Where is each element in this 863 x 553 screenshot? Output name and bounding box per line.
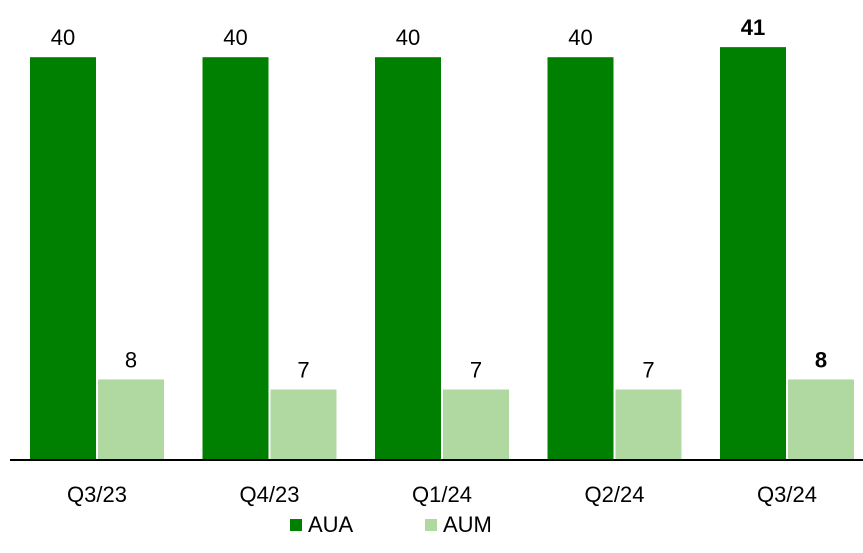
- value-label-aua-4: 41: [741, 15, 765, 40]
- bar-aua-4: [720, 47, 786, 460]
- legend-item-aum: AUM: [425, 512, 492, 538]
- bars-group: [30, 47, 854, 460]
- legend-swatch-aua: [290, 519, 302, 531]
- bar-aua-1: [202, 57, 269, 460]
- value-label-aum-4: 8: [815, 347, 827, 372]
- value-label-aum-1: 7: [297, 358, 309, 383]
- x-tick-label-3: Q2/24: [585, 482, 645, 507]
- bar-aum-1: [270, 389, 337, 460]
- bar-aua-0: [30, 57, 96, 460]
- bar-aua-2: [375, 57, 441, 460]
- legend-label-aua: AUA: [308, 512, 354, 537]
- x-tick-label-4: Q3/24: [757, 482, 817, 507]
- value-label-aum-3: 7: [642, 358, 654, 383]
- bar-aum-2: [443, 389, 509, 460]
- value-label-aua-1: 40: [223, 25, 247, 50]
- value-label-aua-3: 40: [568, 25, 592, 50]
- legend-item-aua: AUA: [290, 512, 353, 538]
- x-tick-label-0: Q3/23: [67, 482, 127, 507]
- value-labels-group: 40 8 40 7 40 7 40 7 41 8: [51, 15, 827, 382]
- legend: AUA AUM: [0, 512, 863, 542]
- legend-label-aum: AUM: [443, 512, 492, 537]
- x-tick-label-1: Q4/23: [240, 482, 300, 507]
- bar-aum-3: [615, 389, 682, 460]
- legend-swatch-aum: [425, 519, 437, 531]
- bar-aum-4: [788, 379, 854, 460]
- x-tick-label-2: Q1/24: [412, 482, 472, 507]
- value-label-aum-2: 7: [470, 358, 482, 383]
- bar-aum-0: [98, 379, 164, 460]
- x-tick-labels-group: Q3/23 Q4/23 Q1/24 Q2/24 Q3/24: [67, 482, 817, 507]
- value-label-aum-0: 8: [125, 347, 137, 372]
- value-label-aua-2: 40: [396, 25, 420, 50]
- value-label-aua-0: 40: [51, 25, 75, 50]
- bar-aua-3: [547, 57, 614, 460]
